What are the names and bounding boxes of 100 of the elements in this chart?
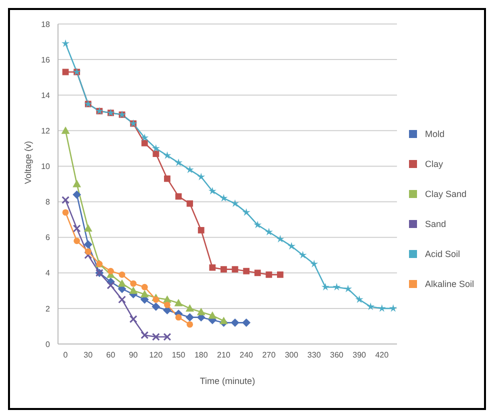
point [62,39,70,47]
x-tick-label: 270 [262,350,276,360]
x-tick-label: 120 [149,350,164,360]
point [163,151,172,159]
y-tick-label: 14 [41,90,51,100]
y-tick-label: 4 [46,268,51,278]
point [152,296,160,303]
point [243,268,250,274]
point [141,284,148,290]
x-tick-label: 240 [240,350,254,360]
point [378,304,386,312]
point [344,284,352,292]
point [298,250,307,259]
point [108,268,114,274]
point [366,302,375,310]
point [230,318,240,327]
legend-label: Alkaline Soil [424,279,474,289]
point [84,240,92,249]
point [152,150,160,157]
y-tick-label: 0 [46,340,51,349]
x-tick-label: 360 [330,350,344,360]
point [61,126,70,134]
point [164,302,170,308]
point [72,224,81,232]
point [174,298,183,306]
point [186,304,194,312]
x-tick-label: 30 [84,350,94,360]
point [220,316,228,324]
point [220,266,227,273]
point [288,242,296,250]
point [163,332,172,341]
point [332,282,341,291]
y-tick-label: 16 [41,55,51,64]
point [175,193,182,200]
x-tick-label: 210 [217,350,231,360]
point [242,318,251,327]
point [130,280,137,287]
point [232,266,238,273]
point [140,134,149,142]
point [389,304,397,312]
point [62,209,69,216]
y-tick-label: 8 [46,198,51,207]
point [186,321,194,328]
point [198,227,204,234]
point [72,180,82,188]
y-tick-label: 10 [41,162,51,172]
point [118,279,126,287]
point [84,248,92,255]
point [62,196,70,204]
point [164,175,170,182]
point [140,331,149,340]
point [84,224,92,232]
point [186,313,194,322]
point [106,281,115,290]
x-tick-label: 330 [307,350,322,360]
point [175,314,182,321]
point [220,194,228,202]
point [355,295,364,303]
y-tick-label: 12 [41,126,51,136]
x-tick-label: 390 [352,350,367,360]
point [152,302,160,311]
x-tick-label: 420 [375,350,390,360]
point [141,140,148,146]
point [140,290,149,298]
point [208,186,216,195]
legend-label: Clay [424,159,443,169]
legend-label: Clay Sand [424,189,466,199]
point [118,296,126,304]
point [196,308,206,316]
point [197,172,206,180]
y-tick-label: 6 [46,233,51,242]
legend-label: Sand [424,219,446,229]
point [276,234,284,243]
legend-label: Mold [424,129,444,139]
x-tick-label: 300 [284,350,299,360]
point [84,251,92,260]
point [277,271,284,278]
point [152,332,160,341]
point [254,270,261,276]
x-tick-label: 150 [172,350,186,360]
point [152,144,160,152]
point [186,200,194,207]
x-tick-label: 0 [63,350,68,360]
y-tick-label: 2 [46,304,51,314]
point [129,315,138,324]
y-tick-label: 18 [41,20,51,29]
point [129,286,138,294]
point [321,282,330,291]
point [264,228,273,236]
point [186,166,194,174]
x-tick-label: 180 [194,350,208,360]
legend-label: Acid Soil [424,249,460,259]
x-axis-title: Time (minute) [200,376,256,386]
point [74,238,80,244]
point [174,158,183,166]
y-axis-title: Voltage (v) [23,140,34,184]
point [72,190,82,199]
point [254,220,262,228]
point [118,271,126,278]
point [231,199,240,207]
